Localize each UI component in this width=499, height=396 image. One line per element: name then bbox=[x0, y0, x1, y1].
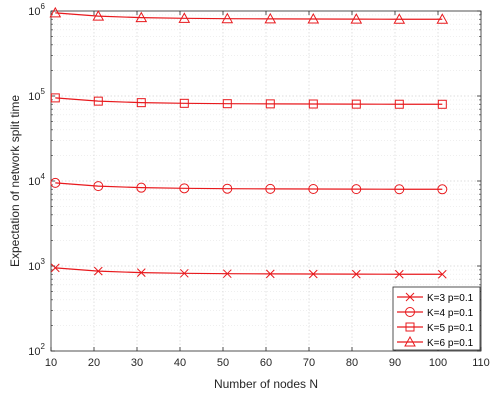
series-line bbox=[55, 97, 443, 105]
grid-major bbox=[51, 11, 481, 351]
x-tick-label: 80 bbox=[346, 357, 358, 369]
series-2 bbox=[50, 177, 448, 195]
x-tick-label: 60 bbox=[260, 357, 272, 369]
marker-x bbox=[351, 269, 361, 279]
marker-circle bbox=[405, 307, 415, 317]
marker-circle bbox=[351, 184, 362, 195]
marker-triangle bbox=[178, 12, 191, 23]
marker-square bbox=[308, 99, 318, 109]
marker-triangle bbox=[221, 12, 234, 24]
legend-item: K=4 p=0.1 bbox=[397, 307, 474, 319]
legend-label: K=6 p=0.1 bbox=[427, 338, 474, 349]
marker-square bbox=[136, 98, 146, 108]
marker-square bbox=[222, 99, 232, 109]
marker-square bbox=[351, 99, 361, 109]
legend-box bbox=[392, 286, 481, 351]
y-tick-label: 106 bbox=[28, 2, 45, 18]
legend-label: K=5 p=0.1 bbox=[427, 323, 474, 334]
marker-x bbox=[405, 292, 415, 302]
series-4 bbox=[49, 6, 449, 24]
legend-label: K=4 p=0.1 bbox=[427, 308, 474, 319]
y-tick-label: 102 bbox=[28, 342, 45, 358]
marker-triangle bbox=[307, 12, 320, 24]
series-group bbox=[49, 6, 449, 279]
marker-x-stroke bbox=[136, 268, 146, 278]
series-line bbox=[55, 12, 443, 20]
marker-x bbox=[222, 269, 232, 279]
x-tick-label: 50 bbox=[217, 357, 229, 369]
marker-x-stroke bbox=[394, 269, 404, 279]
marker-triangle bbox=[49, 6, 62, 18]
marker-circle bbox=[308, 184, 319, 195]
x-tick-label: 30 bbox=[131, 357, 143, 369]
x-tick-label: 100 bbox=[429, 357, 447, 369]
marker-x bbox=[136, 268, 146, 278]
marker-x-stroke bbox=[351, 269, 361, 279]
marker-x-stroke bbox=[93, 266, 103, 276]
legend-label: K=3 p=0.1 bbox=[427, 293, 474, 304]
y-tick-labels: 102 103 104 105 106 bbox=[28, 2, 45, 358]
marker-square bbox=[50, 93, 60, 103]
marker-x bbox=[437, 269, 447, 279]
marker-x-stroke bbox=[437, 269, 447, 279]
x-tick-label: 10 bbox=[45, 357, 57, 369]
series-3 bbox=[50, 93, 447, 109]
marker-triangle bbox=[92, 10, 105, 21]
marker-square bbox=[437, 99, 447, 109]
marker-circle bbox=[50, 177, 61, 188]
marker-x bbox=[394, 269, 404, 279]
y-tick-label: 105 bbox=[28, 87, 45, 103]
marker-circle bbox=[265, 183, 276, 194]
y-tick-label: 104 bbox=[28, 172, 45, 188]
x-tick-label: 40 bbox=[174, 357, 186, 369]
x-tick-labels: 10 20 30 40 50 60 70 80 90 100 110 bbox=[45, 357, 490, 369]
y-tick-label: 103 bbox=[28, 257, 45, 273]
marker-triangle bbox=[135, 11, 148, 23]
x-tick-label: 110 bbox=[472, 357, 490, 369]
series-1 bbox=[50, 263, 447, 279]
marker-x bbox=[93, 266, 103, 276]
marker-x-stroke bbox=[265, 269, 275, 279]
x-tick-label: 90 bbox=[389, 357, 401, 369]
marker-triangle bbox=[264, 12, 277, 24]
marker-circle bbox=[136, 182, 147, 193]
marker-circle bbox=[222, 183, 233, 194]
series-line bbox=[55, 182, 443, 190]
legend-item: K=3 p=0.1 bbox=[397, 292, 474, 304]
marker-square bbox=[265, 99, 275, 109]
legend-item: K=6 p=0.1 bbox=[397, 335, 474, 349]
marker-triangle bbox=[404, 335, 416, 347]
marker-circle bbox=[437, 184, 448, 195]
x-axis-label: Number of nodes N bbox=[214, 377, 318, 391]
y-axis-label: Expectation of network split time bbox=[8, 95, 22, 267]
x-tick-label: 20 bbox=[88, 357, 100, 369]
series-line bbox=[55, 267, 443, 275]
x-tick-label: 70 bbox=[303, 357, 315, 369]
marker-circle bbox=[394, 184, 405, 195]
marker-x bbox=[50, 263, 60, 273]
marker-square bbox=[179, 98, 189, 108]
marker-x bbox=[265, 269, 275, 279]
marker-x-stroke bbox=[222, 269, 232, 279]
marker-x-stroke bbox=[308, 269, 318, 279]
marker-circle bbox=[179, 183, 190, 194]
marker-x-stroke bbox=[50, 263, 60, 273]
marker-x bbox=[179, 268, 189, 278]
marker-circle bbox=[93, 181, 104, 192]
marker-x bbox=[308, 269, 318, 279]
marker-triangle bbox=[436, 13, 449, 24]
marker-triangle bbox=[393, 13, 406, 24]
marker-triangle bbox=[350, 13, 363, 24]
legend: K=3 p=0.1 K=4 p=0.1 K=5 p=0.1 K=6 p=0.1 bbox=[392, 286, 481, 351]
legend-item: K=5 p=0.1 bbox=[397, 322, 474, 334]
marker-square bbox=[394, 99, 404, 109]
marker-square bbox=[93, 96, 103, 106]
marker-square bbox=[405, 322, 415, 332]
marker-x-stroke bbox=[405, 292, 415, 302]
marker-x-stroke bbox=[179, 268, 189, 278]
